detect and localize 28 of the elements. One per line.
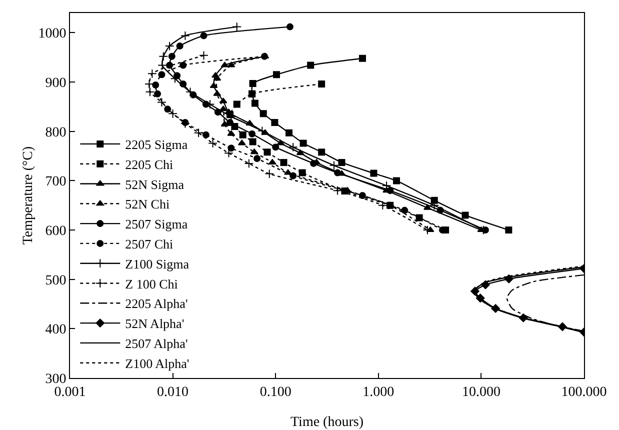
legend-label: 2507 Alpha' xyxy=(125,336,188,352)
y-tick-label: 700 xyxy=(45,174,66,190)
legend-label: Z100 Sigma xyxy=(125,256,190,272)
x-tick-label: 1.000 xyxy=(362,384,394,400)
x-tick-label: 0.010 xyxy=(157,384,189,400)
y-tick-label: 1000 xyxy=(38,26,66,42)
y-tick-label: 800 xyxy=(45,125,66,140)
x-tick-label: 10.000 xyxy=(462,384,500,400)
legend-label: 2507 Chi xyxy=(125,236,174,252)
x-tick-label: 0.100 xyxy=(260,384,292,400)
x-axis-title: Time (hours) xyxy=(290,415,364,430)
x-tick-label: 0.001 xyxy=(54,384,86,400)
legend-label: 2205 Alpha' xyxy=(125,296,188,312)
legend-label: 2205 Chi xyxy=(125,156,174,172)
y-tick-label: 600 xyxy=(45,224,66,239)
x-tick-label: 100.000 xyxy=(561,384,607,400)
legend-label: 52N Chi xyxy=(125,196,170,212)
y-axis-title: Temperature (°C) xyxy=(21,146,36,245)
y-tick-label: 300 xyxy=(45,372,66,387)
legend-label: Z100 Alpha' xyxy=(125,356,190,371)
legend-label: 2507 Sigma xyxy=(125,216,188,232)
legend-label: 52N Sigma xyxy=(125,176,184,192)
y-tick-label: 400 xyxy=(45,322,66,338)
y-tick-label: 500 xyxy=(45,273,66,288)
legend-label: 2205 Sigma xyxy=(125,137,188,152)
legend-label: Z 100 Chi xyxy=(125,276,178,292)
legend-label: 52N Alpha' xyxy=(125,316,184,332)
y-tick-label: 900 xyxy=(45,76,66,91)
